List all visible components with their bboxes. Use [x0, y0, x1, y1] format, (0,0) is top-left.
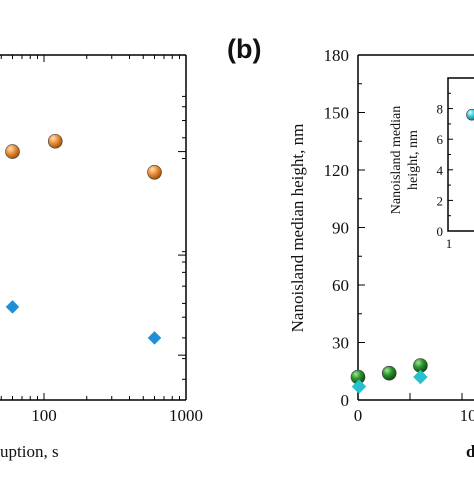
panel-a-x-axis-label: uption, s	[0, 442, 59, 461]
panel-b-y-tick-label: 0	[341, 391, 350, 410]
panel-b-label: (b)	[227, 34, 261, 64]
panel-b-x-tick-label: 100	[460, 406, 474, 425]
panel-b-x-tick-label: 0	[354, 406, 363, 425]
panel-b-y-tick-label: 60	[332, 276, 349, 295]
panel-b-y-tick-label: 150	[324, 104, 350, 123]
inset-y-tick-label: 6	[437, 132, 444, 147]
panel-a-ticks	[1, 55, 186, 400]
panel-a-x-tick-label: 100	[31, 406, 57, 425]
inset-y-tick-label: 2	[437, 193, 444, 208]
inset-y-axis-label-line2: height, nm	[406, 130, 421, 190]
panel-b-y-tick-label: 120	[324, 161, 350, 180]
panel-b-y-tick-label: 30	[332, 334, 349, 353]
panel-a-diamond-point	[148, 331, 161, 344]
panel-b-y-tick-label: 90	[332, 219, 349, 238]
panel-b-diamond-point	[413, 370, 427, 384]
panel-b: (b) Nanoisland median height, nm 0306090…	[227, 34, 474, 461]
panel-a-tick-labels: 100 1000	[31, 406, 203, 425]
panel-b-sphere-point	[382, 366, 396, 380]
inset-y-tick-label: 4	[437, 163, 444, 178]
panel-b-y-axis-label: Nanoisland median height, nm	[288, 124, 307, 333]
panel-a-sphere-point	[5, 145, 19, 159]
panel-a: 100 1000 uption, s	[0, 55, 203, 461]
panel-a-diamond-point	[6, 300, 19, 313]
panel-a-data-marks	[5, 134, 161, 344]
inset-x-tick-label: 1	[446, 236, 453, 251]
panel-a-sphere-point	[48, 134, 62, 148]
inset-frame	[448, 78, 474, 231]
inset-y-tick-label: 0	[437, 224, 444, 239]
panel-b-data-marks	[351, 339, 474, 393]
inset-y-tick-label: 8	[437, 102, 444, 117]
panel-b-x-axis-label: d	[466, 442, 474, 461]
panel-a-x-tick-label: 1000	[169, 406, 203, 425]
panel-b-inset: Nanoisland median height, nm 0 2 4 6 8 1	[389, 78, 474, 251]
panel-b-ticks	[358, 55, 462, 400]
panel-b-y-tick-label: 180	[324, 46, 350, 65]
panel-a-sphere-point	[147, 165, 161, 179]
inset-y-axis-label-line1: Nanoisland median	[389, 106, 404, 214]
